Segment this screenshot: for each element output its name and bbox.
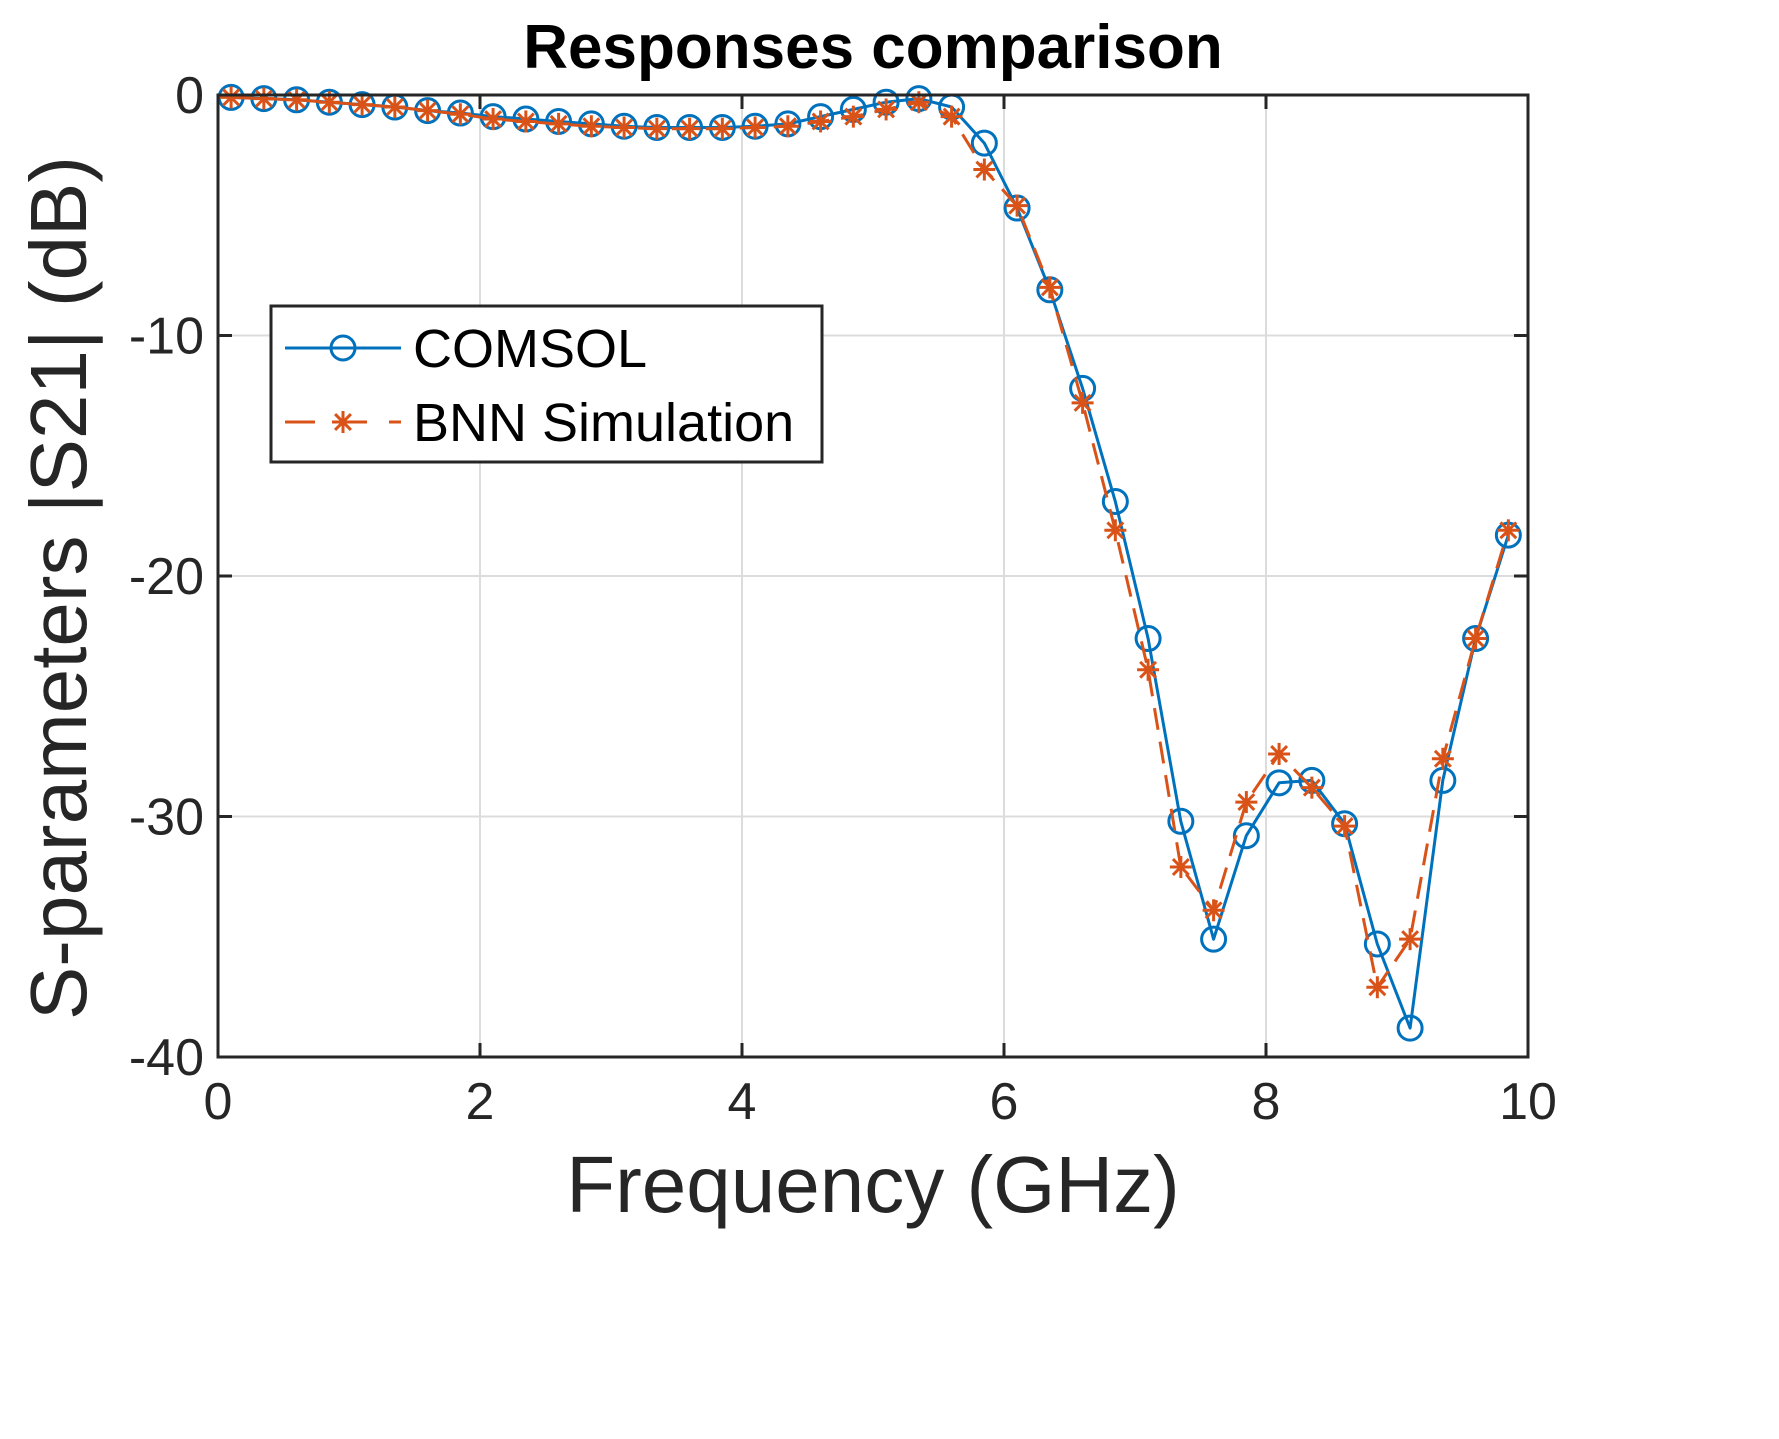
y-axis-label: S-parameters |S21| (dB) <box>14 156 103 1020</box>
data-point-bnn-simulation <box>351 93 374 116</box>
data-point-bnn-simulation <box>416 99 439 122</box>
data-point-bnn-simulation <box>1399 928 1422 951</box>
data-point-comsol <box>1396 1014 1424 1042</box>
data-point-bnn-simulation <box>1497 519 1520 542</box>
data-point-bnn-simulation <box>1038 276 1061 299</box>
legend-label-bnn-simulation: BNN Simulation <box>413 393 794 453</box>
data-point-bnn-simulation <box>875 98 898 121</box>
data-point-bnn-simulation <box>711 117 734 140</box>
data-point-bnn-simulation <box>580 115 603 138</box>
data-point-bnn-simulation <box>1071 391 1094 414</box>
legend-sample-comsol <box>285 334 401 362</box>
x-tick-label: 8 <box>1252 1073 1281 1131</box>
data-point-bnn-simulation <box>1464 627 1487 650</box>
data-point-bnn-simulation <box>547 112 570 135</box>
data-point-bnn-simulation <box>1137 658 1160 681</box>
data-point-comsol <box>1134 625 1162 653</box>
legend-marker <box>332 411 354 433</box>
data-point-bnn-simulation <box>449 103 472 126</box>
data-point-bnn-simulation <box>514 110 537 133</box>
data-point-bnn-simulation <box>1431 747 1454 770</box>
data-point-bnn-simulation <box>285 88 308 111</box>
data-point-bnn-simulation <box>973 158 996 181</box>
data-point-comsol <box>1265 769 1293 797</box>
x-tick-label: 0 <box>204 1073 233 1131</box>
data-point-bnn-simulation <box>383 96 406 119</box>
legend-box <box>269 304 824 464</box>
data-point-bnn-simulation <box>482 108 505 131</box>
data-point-bnn-simulation <box>678 117 701 140</box>
legend-label-comsol: COMSOL <box>413 319 647 379</box>
data-point-comsol <box>1167 807 1195 835</box>
data-point-bnn-simulation <box>645 117 668 140</box>
tick-layer: 0 2 4 6 8 10 0 -10 -20 -30 -40 <box>129 67 1557 1131</box>
y-tick-label: -10 <box>129 308 204 366</box>
data-point-comsol <box>1363 930 1391 958</box>
data-point-comsol <box>1200 925 1228 953</box>
data-point-comsol <box>970 129 998 157</box>
x-tick-label: 4 <box>728 1073 757 1131</box>
data-point-bnn-simulation <box>252 87 275 110</box>
data-point-bnn-simulation <box>220 86 243 109</box>
data-point-bnn-simulation <box>744 116 767 139</box>
y-tick-label: -20 <box>129 548 204 606</box>
y-tick-label: -40 <box>129 1029 204 1087</box>
data-point-comsol <box>1462 625 1490 653</box>
data-point-comsol <box>1101 487 1129 515</box>
data-point-bnn-simulation <box>1300 776 1323 799</box>
data-point-bnn-simulation <box>1202 899 1225 922</box>
chart-title: Responses comparison <box>523 13 1222 82</box>
legend-sample-bnn-simulation <box>285 411 401 433</box>
x-tick-label: 2 <box>466 1073 495 1131</box>
x-tick-label: 10 <box>1499 1073 1557 1131</box>
data-point-bnn-simulation <box>1006 194 1029 217</box>
data-point-bnn-simulation <box>613 116 636 139</box>
data-point-comsol <box>1232 822 1260 850</box>
data-point-bnn-simulation <box>1169 856 1192 879</box>
y-tick-label: 0 <box>175 67 204 125</box>
legend: COMSOL BNN Simulation <box>269 304 824 464</box>
series-line-bnn-simulation <box>231 95 1510 989</box>
data-point-bnn-simulation <box>1268 742 1291 765</box>
data-point-bnn-simulation <box>1333 815 1356 838</box>
series-bnn-simulation <box>220 86 1520 999</box>
legend-marker <box>329 334 357 362</box>
x-axis-label: Frequency (GHz) <box>566 1140 1179 1229</box>
data-point-bnn-simulation <box>842 105 865 128</box>
y-tick-label: -30 <box>129 789 204 847</box>
series-layer <box>217 83 1522 1042</box>
data-point-bnn-simulation <box>1104 519 1127 542</box>
data-point-bnn-simulation <box>776 115 799 138</box>
data-point-bnn-simulation <box>1235 791 1258 814</box>
data-point-bnn-simulation <box>940 105 963 128</box>
data-point-bnn-simulation <box>809 110 832 133</box>
x-tick-label: 6 <box>990 1073 1019 1131</box>
data-point-bnn-simulation <box>1366 976 1389 999</box>
